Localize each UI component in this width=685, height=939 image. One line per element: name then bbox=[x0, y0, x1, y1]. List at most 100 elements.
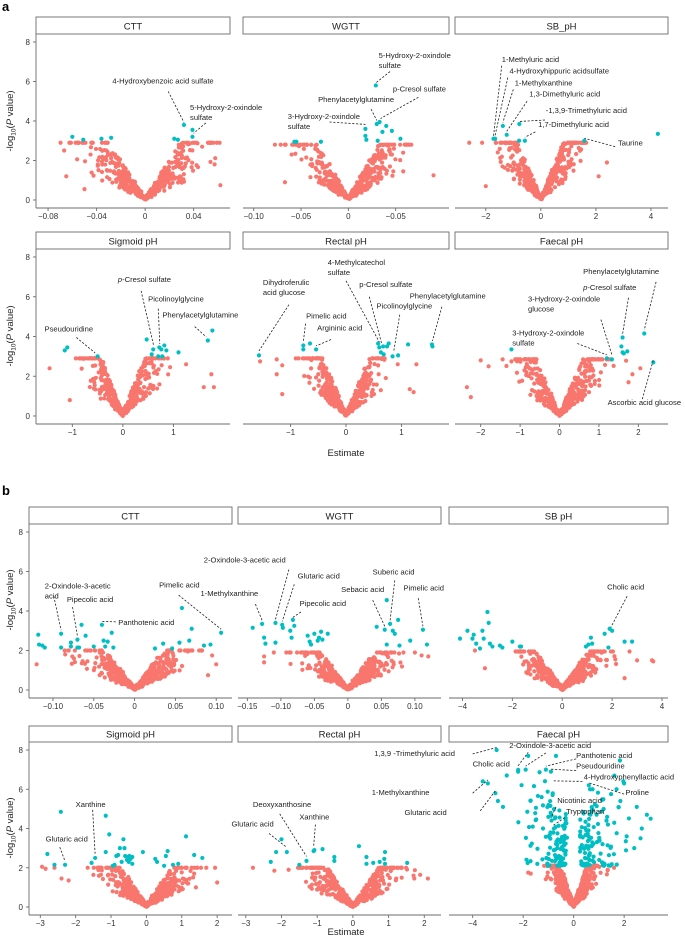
data-point bbox=[552, 171, 557, 177]
data-point-significant bbox=[172, 136, 177, 141]
data-point bbox=[175, 150, 180, 155]
ylabel-rest: value) bbox=[5, 569, 16, 598]
annotation-label: Phenylacetylglutamine bbox=[318, 95, 394, 104]
data-point bbox=[179, 870, 184, 875]
data-point-significant bbox=[471, 632, 476, 637]
data-point bbox=[556, 165, 562, 170]
strip-title: SB pH bbox=[545, 512, 573, 523]
data-point bbox=[532, 669, 537, 674]
data-point bbox=[181, 140, 186, 145]
data-point bbox=[133, 383, 138, 388]
y-tick-label: 8 bbox=[19, 528, 24, 537]
data-point bbox=[183, 865, 188, 870]
data-point bbox=[369, 170, 374, 175]
annotation-leader-line bbox=[178, 594, 222, 630]
data-point bbox=[369, 390, 374, 395]
annotation-label: p-Cresol sulfate bbox=[393, 84, 446, 93]
annotations: Cholic acid bbox=[607, 582, 644, 628]
data-point bbox=[482, 666, 488, 671]
data-point bbox=[155, 655, 160, 660]
data-point bbox=[195, 164, 201, 170]
data-point bbox=[379, 175, 384, 180]
data-point bbox=[375, 180, 380, 185]
annotation-label: Panthotenic acid bbox=[118, 618, 174, 627]
data-point bbox=[331, 186, 336, 191]
data-point-significant bbox=[160, 354, 165, 359]
annotation: Suberic acid bbox=[373, 567, 414, 621]
data-point bbox=[528, 392, 533, 397]
data-point-significant bbox=[187, 638, 192, 643]
data-point-significant bbox=[36, 632, 41, 637]
data-point bbox=[317, 378, 322, 383]
data-point bbox=[517, 357, 523, 362]
data-point-significant bbox=[387, 621, 393, 626]
annotation: 1-Methylxanthine bbox=[502, 78, 573, 123]
data-point bbox=[205, 673, 211, 678]
data-point bbox=[327, 667, 332, 672]
annotation-label: 1-Methyluric acid bbox=[502, 55, 559, 64]
data-point bbox=[324, 394, 329, 399]
data-point bbox=[376, 372, 381, 377]
data-point bbox=[370, 356, 375, 361]
data-point bbox=[539, 677, 544, 682]
data-point bbox=[522, 171, 528, 176]
y-tick-label: 2 bbox=[19, 864, 24, 873]
data-point bbox=[375, 673, 381, 678]
data-point-significant bbox=[619, 344, 624, 349]
data-point bbox=[522, 368, 527, 373]
data-point bbox=[575, 396, 580, 401]
data-point-significant bbox=[408, 638, 413, 643]
data-point bbox=[66, 648, 71, 653]
data-point bbox=[308, 162, 313, 167]
data-point-significant bbox=[219, 630, 224, 635]
data-point bbox=[383, 153, 388, 158]
data-point-significant bbox=[262, 635, 267, 640]
data-point bbox=[391, 146, 397, 151]
x-tick-label: 1 bbox=[399, 428, 404, 437]
annotation: -1,3,9-Trimethyluric acid bbox=[519, 106, 627, 122]
data-point bbox=[358, 671, 364, 676]
data-point bbox=[598, 658, 603, 663]
data-point bbox=[288, 661, 293, 667]
data-point bbox=[563, 164, 568, 170]
data-point-significant bbox=[294, 139, 299, 144]
data-point bbox=[362, 375, 367, 380]
data-point bbox=[299, 157, 304, 162]
data-point bbox=[419, 653, 424, 658]
data-point-significant bbox=[144, 337, 149, 342]
annotation-leader-line bbox=[432, 306, 443, 342]
data-point-significant bbox=[398, 136, 403, 141]
annotation-label: Sebacic acid bbox=[341, 585, 384, 594]
data-point-significant bbox=[312, 631, 317, 636]
data-point bbox=[166, 164, 172, 170]
annotation-label: p-Cresol sulfate bbox=[117, 275, 171, 284]
data-point bbox=[495, 150, 500, 155]
data-point bbox=[153, 668, 158, 673]
strip-header bbox=[35, 16, 231, 35]
data-point-significant bbox=[36, 642, 42, 647]
data-point bbox=[110, 667, 115, 672]
data-point bbox=[107, 176, 112, 182]
data-point bbox=[531, 657, 537, 662]
data-point bbox=[356, 680, 362, 685]
points-significant bbox=[256, 341, 435, 359]
annotation-label: 1,7-Dimethyluric acid bbox=[538, 120, 609, 129]
annotation-label: Phenylacetylglutamine bbox=[583, 267, 659, 276]
data-point bbox=[372, 361, 377, 367]
data-point bbox=[204, 865, 209, 870]
data-point bbox=[99, 670, 104, 675]
data-point bbox=[309, 157, 314, 162]
points-not-significant bbox=[472, 648, 656, 692]
ylabel-prefix: -log bbox=[5, 843, 16, 859]
data-point bbox=[161, 173, 166, 178]
data-point-significant bbox=[493, 136, 498, 141]
annotation-leader-line bbox=[417, 598, 424, 627]
data-point bbox=[121, 411, 126, 416]
data-point bbox=[88, 145, 94, 150]
data-point bbox=[173, 165, 178, 170]
x-tick-label: 0 bbox=[344, 428, 349, 437]
x-tick-label: 0.05 bbox=[374, 702, 390, 711]
annotation: Phenylacetylglutamine bbox=[318, 95, 394, 121]
data-point bbox=[135, 373, 140, 378]
data-point bbox=[131, 180, 136, 185]
